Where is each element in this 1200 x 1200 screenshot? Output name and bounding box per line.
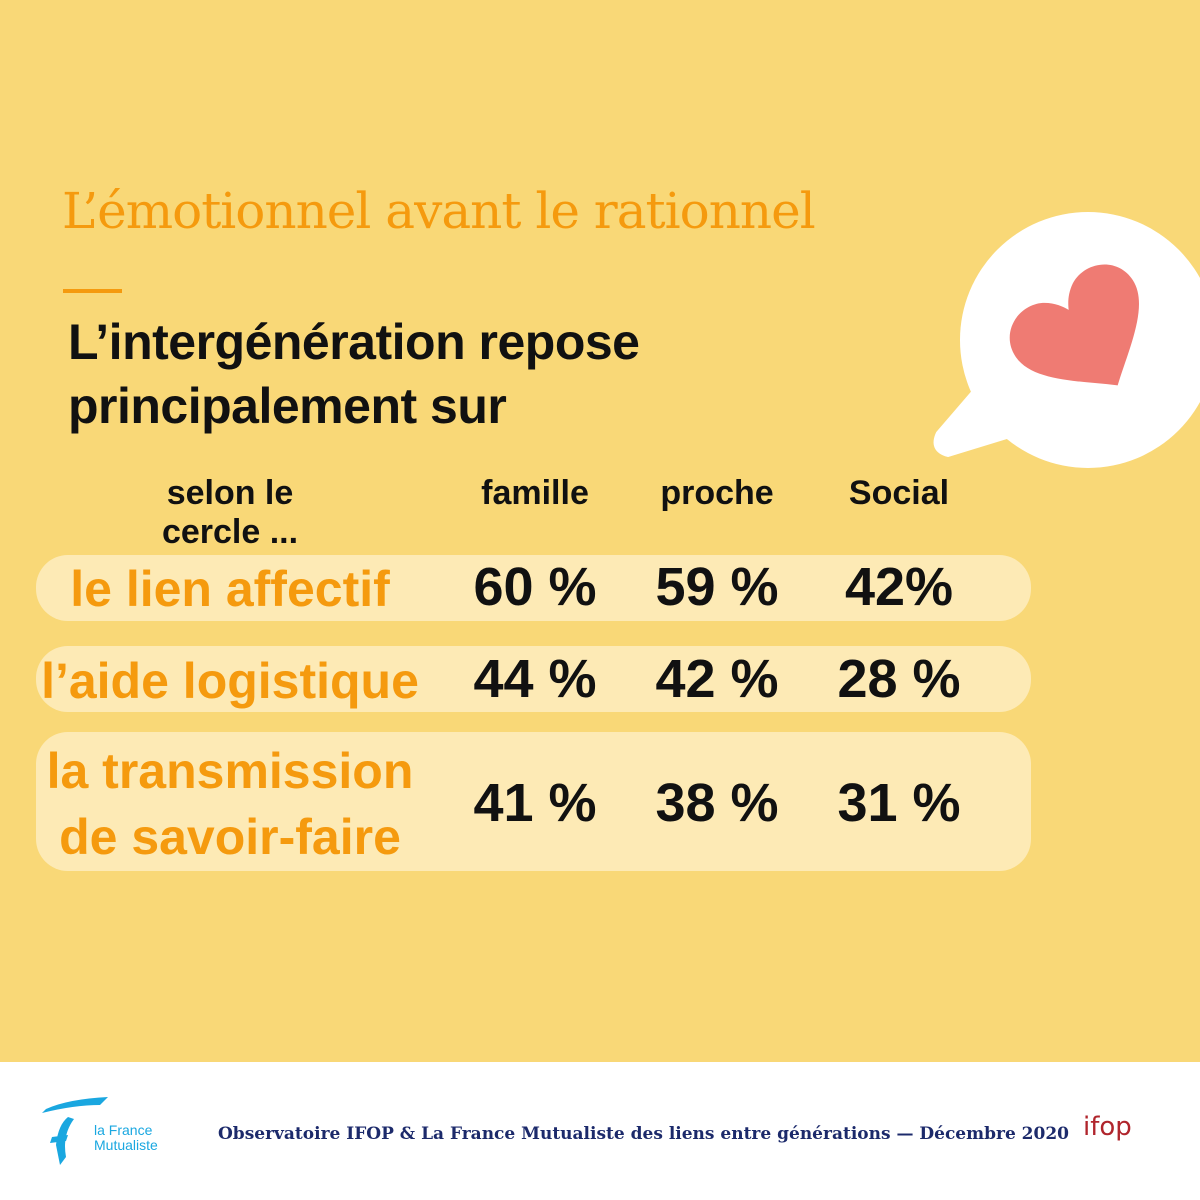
- value-cell: 60 %: [473, 557, 597, 617]
- value-cell: 28 %: [837, 649, 961, 709]
- table-row: [36, 646, 1031, 712]
- logo-line: la France: [94, 1122, 153, 1138]
- column-header-famille: famille: [481, 474, 589, 512]
- value-cell: 31 %: [837, 773, 961, 833]
- value-cell: 44 %: [473, 649, 597, 709]
- la-france-mutualiste-logo-icon: [42, 1097, 108, 1165]
- table-row: [36, 555, 1031, 621]
- row-header: selon le cercle ...: [161, 474, 299, 551]
- footer: [0, 1062, 1200, 1200]
- column-header-proche: proche: [660, 474, 774, 512]
- ifop-logo: ifop: [1083, 1112, 1132, 1142]
- divider: [63, 289, 122, 293]
- heart-speech-bubble-icon: [933, 212, 1200, 468]
- value-cell: 42%: [844, 557, 954, 617]
- value-cell: 41 %: [473, 773, 597, 833]
- subtitle: L’intergénération repose principalement …: [68, 310, 640, 438]
- subtitle-line: principalement sur: [68, 378, 507, 434]
- row-label: le lien affectif: [70, 561, 390, 617]
- value-cell: 42 %: [655, 649, 779, 709]
- column-header-social: Social: [848, 474, 950, 512]
- row-label: l’aide logistique: [41, 653, 419, 709]
- logo-line: Mutualiste: [94, 1137, 158, 1153]
- row-label-line: de savoir-faire: [59, 809, 401, 865]
- row-label: la transmission de savoir-faire: [35, 738, 425, 870]
- row-label-line: la transmission: [46, 743, 414, 799]
- value-cell: 38 %: [655, 773, 779, 833]
- value-cell: 59 %: [655, 557, 779, 617]
- table-row: [36, 732, 1031, 871]
- footer-caption: Observatoire IFOP & La France Mutualiste…: [218, 1124, 1069, 1144]
- title: L’émotionnel avant le rationnel: [62, 182, 816, 240]
- subtitle-line: L’intergénération repose: [68, 314, 640, 370]
- la-france-mutualiste-logo-text: la France Mutualiste: [94, 1123, 158, 1153]
